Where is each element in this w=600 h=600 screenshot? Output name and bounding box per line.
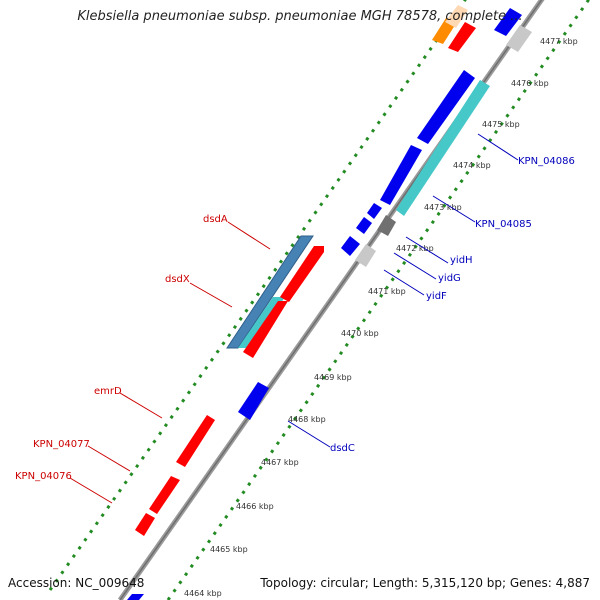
accession-text: Accession: NC_009648 <box>8 576 145 590</box>
leader-emrD <box>119 392 163 419</box>
reverse-gene-labels: KPN_04086 KPN_04085 yidH yidG yidF dsdC <box>287 133 575 454</box>
scale-label-4477: 4477 kbp <box>540 37 578 46</box>
scale-label-4464: 4464 kbp <box>184 589 222 598</box>
label-dsdA: dsdA <box>203 214 228 225</box>
gene-dsdA <box>280 246 324 302</box>
gene-dsdC <box>238 382 269 420</box>
leader-KPN-04077 <box>87 445 131 472</box>
label-dsdC: dsdC <box>330 443 355 454</box>
label-KPN-04085: KPN_04085 <box>475 219 532 230</box>
dotted-track-right <box>166 0 591 600</box>
leader-yidF <box>383 269 425 296</box>
leader-dsdX <box>189 282 233 308</box>
label-KPN-04077: KPN_04077 <box>33 439 90 450</box>
scale-label-4474: 4474 kbp <box>453 161 491 170</box>
scale-label-4468: 4468 kbp <box>288 415 326 424</box>
scale-label-4472: 4472 kbp <box>396 244 434 253</box>
gene-yidG <box>356 217 372 234</box>
leader-yidH <box>405 236 449 264</box>
scale-label-4475: 4475 kbp <box>482 120 520 129</box>
scale-labels: 4464 kbp 4465 kbp 4466 kbp 4467 kbp 4468… <box>184 37 578 598</box>
gene-blue-bottom <box>127 594 144 600</box>
gene-gray-top <box>506 25 532 52</box>
scale-label-4471: 4471 kbp <box>368 287 406 296</box>
label-dsdX: dsdX <box>165 274 190 285</box>
gene-yidH <box>367 203 382 219</box>
label-emrD: emrD <box>94 386 122 397</box>
leader-dsdA <box>227 221 271 250</box>
label-yidH: yidH <box>450 255 473 266</box>
scale-label-4467: 4467 kbp <box>261 458 299 467</box>
gene-peach-top <box>445 5 468 28</box>
label-KPN-04086: KPN_04086 <box>518 156 575 167</box>
gene-gray <box>355 244 376 267</box>
leader-yidG <box>393 252 437 280</box>
gene-KPN-04086 <box>396 80 490 216</box>
gene-emrD <box>176 415 215 467</box>
forward-gene-labels: dsdA dsdX emrD KPN_04077 KPN_04076 <box>15 214 271 504</box>
scale-label-4465: 4465 kbp <box>210 545 248 554</box>
label-KPN-04076: KPN_04076 <box>15 471 72 482</box>
scale-label-4466: 4466 kbp <box>236 502 274 511</box>
leader-KPN-04076 <box>69 477 113 504</box>
gene-dsdX <box>243 301 288 358</box>
map-title: Klebsiella pneumoniae subsp. pneumoniae … <box>77 9 523 24</box>
scale-label-4470: 4470 kbp <box>341 329 379 338</box>
gene-KPN-04076 <box>135 513 155 536</box>
gene-KPN-04085-b <box>380 145 422 205</box>
leader-KPN-04086 <box>477 133 519 161</box>
gene-yidF <box>341 236 360 256</box>
scale-label-4469: 4469 kbp <box>314 373 352 382</box>
leader-KPN-04085 <box>432 195 476 223</box>
gene-blue-top <box>494 8 522 36</box>
forward-features <box>135 5 476 536</box>
dotted-track-left <box>48 0 467 591</box>
label-yidF: yidF <box>426 291 447 302</box>
scale-label-4473: 4473 kbp <box>424 203 462 212</box>
scale-label-4476: 4476 kbp <box>511 79 549 88</box>
gene-steelblue-1 <box>226 235 314 349</box>
genome-summary-text: Topology: circular; Length: 5,315,120 bp… <box>260 576 590 590</box>
reverse-features <box>127 8 532 600</box>
gene-KPN-04085-a <box>417 70 475 144</box>
gene-KPN-04077 <box>149 476 180 514</box>
leader-dsdC <box>287 420 331 448</box>
label-yidG: yidG <box>438 273 461 284</box>
gene-darkgray <box>377 215 396 236</box>
gene-red-top <box>448 22 476 52</box>
